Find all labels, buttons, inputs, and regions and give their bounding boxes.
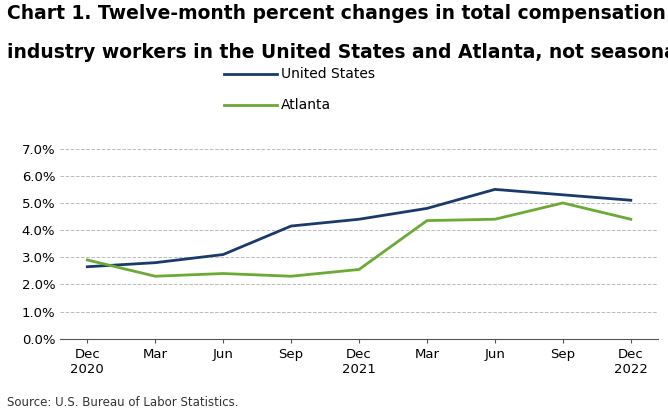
Text: Chart 1. Twelve-month percent changes in total compensation for private: Chart 1. Twelve-month percent changes in… bbox=[7, 4, 668, 23]
Text: industry workers in the United States and Atlanta, not seasonally adjusted: industry workers in the United States an… bbox=[7, 43, 668, 62]
Text: United States: United States bbox=[281, 67, 375, 81]
Text: Atlanta: Atlanta bbox=[281, 98, 331, 112]
Text: Source: U.S. Bureau of Labor Statistics.: Source: U.S. Bureau of Labor Statistics. bbox=[7, 396, 238, 409]
